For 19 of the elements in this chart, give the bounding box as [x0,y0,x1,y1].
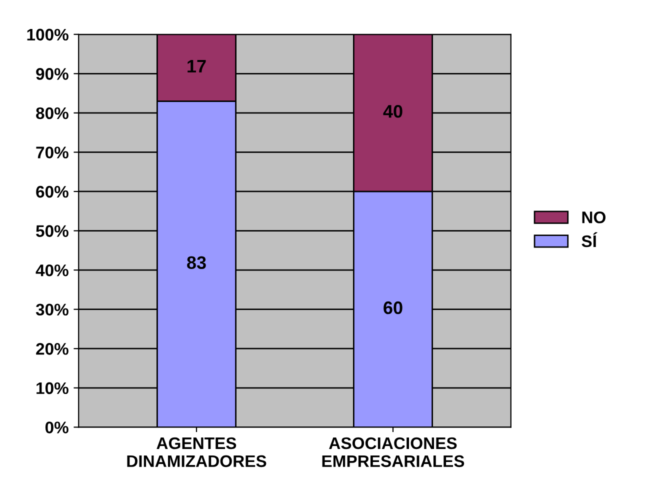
data-label: 40 [383,104,402,118]
data-label: 83 [187,256,206,270]
y-tick-label: 0% [45,422,68,434]
legend-label: NO [582,212,606,224]
x-tick-label: ASOCIACIONES EMPRESARIALES [322,437,464,468]
y-tick-label: 20% [36,343,68,355]
legend-label: SÍ [582,232,598,248]
y-tick-label: 40% [36,264,68,276]
y-tick-label: 80% [36,107,68,120]
y-tick-label: 60% [36,186,68,198]
y-tick-label: 100% [27,28,68,41]
y-tick-label: 90% [36,68,68,80]
data-label: 17 [188,60,206,72]
y-tick-label: 10% [36,382,68,394]
y-tick-label: 30% [36,304,68,316]
y-tick-label: 50% [36,225,68,237]
data-label: 60 [384,301,402,314]
x-tick-label: AGENTES DINAMIZADORES [127,437,266,468]
y-tick-label: 70% [36,146,68,158]
